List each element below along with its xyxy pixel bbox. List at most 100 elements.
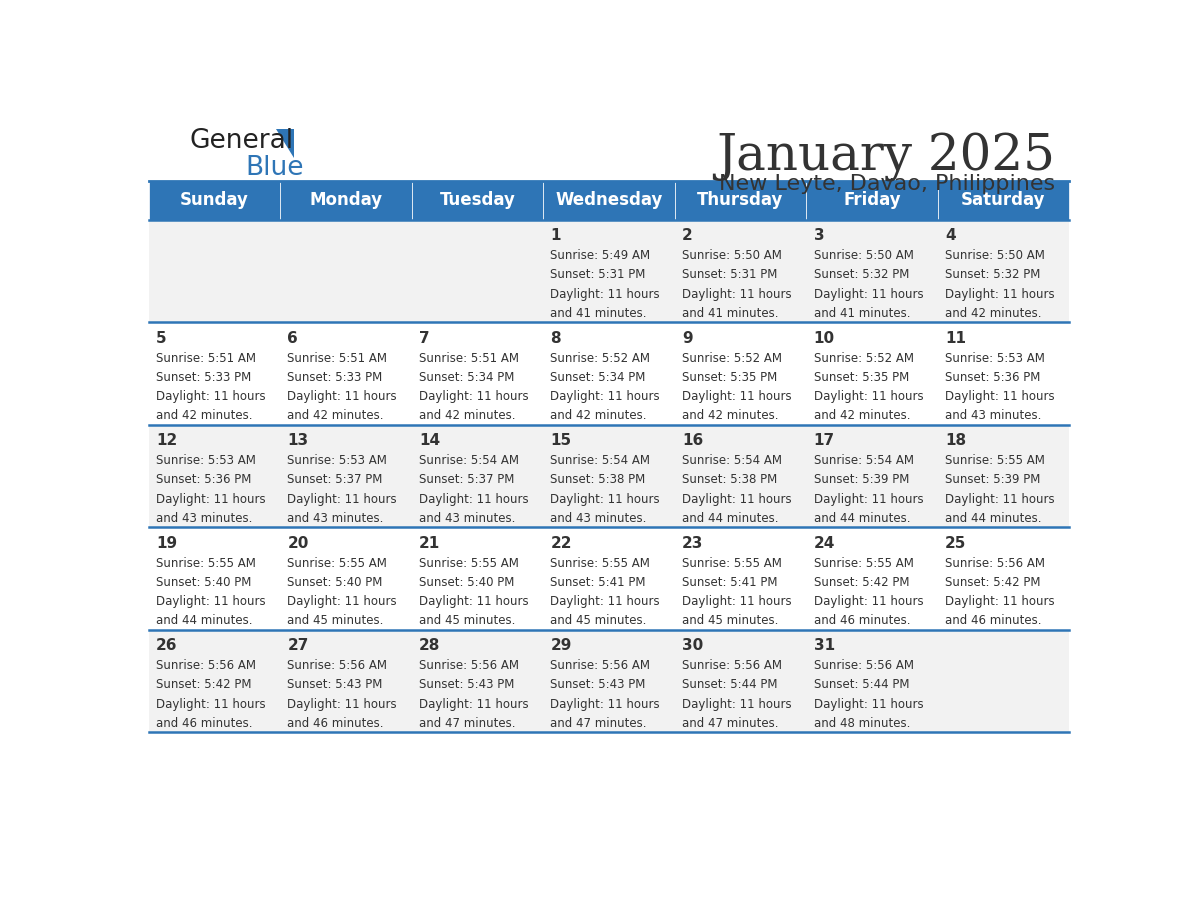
Text: and 47 minutes.: and 47 minutes. — [550, 717, 647, 730]
Text: Sunset: 5:42 PM: Sunset: 5:42 PM — [156, 678, 252, 691]
Text: Sunrise: 5:55 AM: Sunrise: 5:55 AM — [944, 454, 1045, 467]
Text: Sunrise: 5:49 AM: Sunrise: 5:49 AM — [550, 250, 651, 263]
Text: and 44 minutes.: and 44 minutes. — [682, 511, 778, 525]
Text: Daylight: 11 hours: Daylight: 11 hours — [419, 698, 529, 711]
Text: Daylight: 11 hours: Daylight: 11 hours — [814, 698, 923, 711]
Text: Daylight: 11 hours: Daylight: 11 hours — [287, 390, 397, 403]
Text: and 46 minutes.: and 46 minutes. — [944, 614, 1042, 627]
Text: Sunset: 5:39 PM: Sunset: 5:39 PM — [814, 474, 909, 487]
Text: and 45 minutes.: and 45 minutes. — [419, 614, 516, 627]
Text: Sunrise: 5:51 AM: Sunrise: 5:51 AM — [419, 352, 519, 365]
Text: 6: 6 — [287, 330, 298, 346]
Text: 12: 12 — [156, 433, 177, 448]
Text: and 45 minutes.: and 45 minutes. — [287, 614, 384, 627]
Text: 15: 15 — [550, 433, 571, 448]
Text: 8: 8 — [550, 330, 561, 346]
Text: Sunrise: 5:54 AM: Sunrise: 5:54 AM — [814, 454, 914, 467]
Text: Sunset: 5:34 PM: Sunset: 5:34 PM — [419, 371, 514, 384]
Text: General: General — [190, 128, 295, 154]
Text: 7: 7 — [419, 330, 430, 346]
Text: Sunrise: 5:53 AM: Sunrise: 5:53 AM — [156, 454, 255, 467]
Text: 29: 29 — [550, 638, 571, 654]
Text: Sunset: 5:37 PM: Sunset: 5:37 PM — [419, 474, 514, 487]
Text: 13: 13 — [287, 433, 309, 448]
Text: Sunrise: 5:55 AM: Sunrise: 5:55 AM — [550, 557, 650, 570]
Text: Sunrise: 5:54 AM: Sunrise: 5:54 AM — [550, 454, 651, 467]
Text: Daylight: 11 hours: Daylight: 11 hours — [550, 390, 661, 403]
FancyBboxPatch shape — [543, 181, 675, 219]
Text: Daylight: 11 hours: Daylight: 11 hours — [550, 493, 661, 506]
Text: Daylight: 11 hours: Daylight: 11 hours — [814, 595, 923, 608]
Text: Daylight: 11 hours: Daylight: 11 hours — [682, 287, 791, 300]
Text: 4: 4 — [944, 229, 955, 243]
Text: Daylight: 11 hours: Daylight: 11 hours — [682, 595, 791, 608]
Text: Daylight: 11 hours: Daylight: 11 hours — [287, 493, 397, 506]
Text: Blue: Blue — [245, 155, 304, 181]
Text: and 42 minutes.: and 42 minutes. — [682, 409, 778, 422]
Text: Daylight: 11 hours: Daylight: 11 hours — [550, 698, 661, 711]
Text: and 41 minutes.: and 41 minutes. — [814, 307, 910, 319]
FancyBboxPatch shape — [148, 219, 1069, 322]
Text: Sunset: 5:33 PM: Sunset: 5:33 PM — [287, 371, 383, 384]
Text: Daylight: 11 hours: Daylight: 11 hours — [419, 493, 529, 506]
Text: Monday: Monday — [309, 191, 383, 209]
Text: Daylight: 11 hours: Daylight: 11 hours — [944, 287, 1055, 300]
Text: 26: 26 — [156, 638, 177, 654]
Text: and 47 minutes.: and 47 minutes. — [419, 717, 516, 730]
Text: and 43 minutes.: and 43 minutes. — [944, 409, 1042, 422]
Text: and 46 minutes.: and 46 minutes. — [287, 717, 384, 730]
Text: Daylight: 11 hours: Daylight: 11 hours — [814, 390, 923, 403]
Text: Sunset: 5:42 PM: Sunset: 5:42 PM — [814, 576, 909, 589]
FancyBboxPatch shape — [148, 181, 280, 219]
Text: Daylight: 11 hours: Daylight: 11 hours — [287, 595, 397, 608]
Text: Sunrise: 5:52 AM: Sunrise: 5:52 AM — [814, 352, 914, 365]
FancyBboxPatch shape — [937, 181, 1069, 219]
Text: 5: 5 — [156, 330, 166, 346]
Text: Sunset: 5:33 PM: Sunset: 5:33 PM — [156, 371, 251, 384]
Text: Daylight: 11 hours: Daylight: 11 hours — [156, 698, 265, 711]
Text: 10: 10 — [814, 330, 835, 346]
Text: Sunrise: 5:50 AM: Sunrise: 5:50 AM — [944, 250, 1045, 263]
Text: 21: 21 — [419, 536, 441, 551]
Text: Wednesday: Wednesday — [555, 191, 663, 209]
Text: Sunday: Sunday — [179, 191, 248, 209]
Text: Sunset: 5:40 PM: Sunset: 5:40 PM — [419, 576, 514, 589]
Text: Daylight: 11 hours: Daylight: 11 hours — [550, 287, 661, 300]
Text: Daylight: 11 hours: Daylight: 11 hours — [682, 493, 791, 506]
Text: Sunset: 5:40 PM: Sunset: 5:40 PM — [287, 576, 383, 589]
Text: Sunrise: 5:56 AM: Sunrise: 5:56 AM — [287, 659, 387, 672]
FancyBboxPatch shape — [148, 322, 1069, 425]
Text: Sunset: 5:32 PM: Sunset: 5:32 PM — [814, 268, 909, 282]
Text: Sunset: 5:37 PM: Sunset: 5:37 PM — [287, 474, 383, 487]
Text: Sunrise: 5:51 AM: Sunrise: 5:51 AM — [156, 352, 255, 365]
Text: and 42 minutes.: and 42 minutes. — [156, 409, 252, 422]
Text: 22: 22 — [550, 536, 571, 551]
Text: Sunrise: 5:53 AM: Sunrise: 5:53 AM — [944, 352, 1045, 365]
Text: Tuesday: Tuesday — [440, 191, 516, 209]
Text: and 43 minutes.: and 43 minutes. — [156, 511, 252, 525]
Text: and 48 minutes.: and 48 minutes. — [814, 717, 910, 730]
Text: Sunrise: 5:55 AM: Sunrise: 5:55 AM — [814, 557, 914, 570]
Text: and 41 minutes.: and 41 minutes. — [550, 307, 647, 319]
Text: 24: 24 — [814, 536, 835, 551]
Text: Sunrise: 5:54 AM: Sunrise: 5:54 AM — [419, 454, 519, 467]
FancyBboxPatch shape — [280, 181, 411, 219]
Text: 11: 11 — [944, 330, 966, 346]
Text: Sunrise: 5:52 AM: Sunrise: 5:52 AM — [550, 352, 651, 365]
Text: Sunrise: 5:53 AM: Sunrise: 5:53 AM — [287, 454, 387, 467]
Text: and 43 minutes.: and 43 minutes. — [287, 511, 384, 525]
Text: Daylight: 11 hours: Daylight: 11 hours — [419, 390, 529, 403]
Text: Sunrise: 5:51 AM: Sunrise: 5:51 AM — [287, 352, 387, 365]
Text: Daylight: 11 hours: Daylight: 11 hours — [550, 595, 661, 608]
Text: 20: 20 — [287, 536, 309, 551]
Polygon shape — [276, 129, 293, 158]
Text: Daylight: 11 hours: Daylight: 11 hours — [156, 390, 265, 403]
Text: Sunrise: 5:55 AM: Sunrise: 5:55 AM — [156, 557, 255, 570]
Text: Sunrise: 5:55 AM: Sunrise: 5:55 AM — [682, 557, 782, 570]
Text: Sunset: 5:31 PM: Sunset: 5:31 PM — [550, 268, 646, 282]
Text: Sunset: 5:42 PM: Sunset: 5:42 PM — [944, 576, 1041, 589]
Text: Sunset: 5:43 PM: Sunset: 5:43 PM — [550, 678, 646, 691]
Text: Sunrise: 5:56 AM: Sunrise: 5:56 AM — [944, 557, 1045, 570]
Text: 27: 27 — [287, 638, 309, 654]
Text: Sunrise: 5:50 AM: Sunrise: 5:50 AM — [814, 250, 914, 263]
